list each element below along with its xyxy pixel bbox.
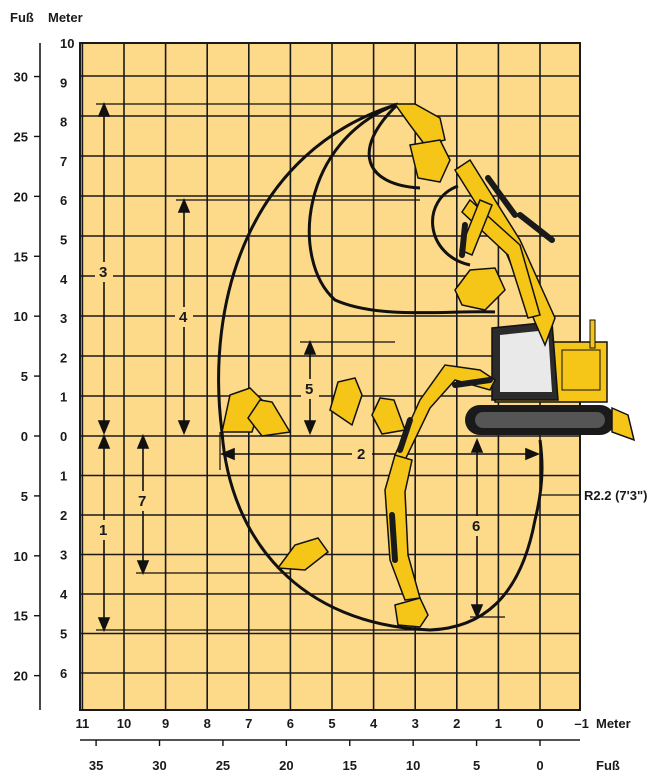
arm-cylinders (389, 377, 493, 563)
excavator-machine (465, 319, 636, 442)
dimension-labels: 3 1 4 7 5 2 6 (95, 262, 486, 540)
y-meter-label: 6 (60, 193, 67, 208)
reach-envelope (217, 102, 544, 632)
y-feet-label: 10 (14, 549, 28, 564)
x-meter-label: 11 (76, 716, 90, 731)
dim-label-5: 5 (305, 381, 313, 398)
x-meter-label: 3 (412, 716, 419, 731)
y-feet-label: 15 (14, 249, 28, 264)
y-feet-label: 25 (14, 129, 28, 144)
grid-lines (80, 43, 580, 710)
y-meter-label: 2 (60, 350, 67, 365)
x-meter-label: –1 (574, 716, 588, 731)
dim-label-6: 6 (472, 518, 480, 535)
y-feet-label: 15 (14, 609, 28, 624)
y-meter-label: 10 (60, 36, 74, 51)
y-meter-label: 5 (60, 627, 67, 642)
buckets (221, 103, 506, 628)
feet-header: Fuß (10, 10, 34, 25)
x-feet-label: 35 (89, 758, 103, 773)
bucket-lower (276, 537, 330, 571)
y-feet-label: 5 (21, 489, 28, 504)
bucket-center-2 (371, 397, 407, 435)
x-feet-label: 30 (152, 758, 166, 773)
boom-raised (453, 158, 556, 348)
x-feet-labels: 35 30 25 20 15 10 5 0 (89, 740, 544, 773)
y-meter-label: 6 (60, 666, 67, 681)
y-feet-label: 10 (14, 309, 28, 324)
dim-label-1: 1 (99, 522, 107, 539)
x-meter-labels: 11 10 9 8 7 6 5 4 3 2 1 0 –1 (76, 716, 589, 731)
x-feet-unit: Fuß (596, 758, 620, 773)
x-meter-label: 6 (287, 716, 294, 731)
bucket-top (393, 103, 446, 146)
dim-label-4: 4 (179, 309, 188, 326)
boom-cylinders (459, 175, 555, 258)
meter-header: Meter (48, 10, 83, 25)
x-meter-label: 9 (162, 716, 169, 731)
y-meter-label: 4 (60, 272, 68, 287)
bucket-bottom (394, 597, 429, 628)
x-meter-unit: Meter (596, 716, 631, 731)
x-meter-label: 1 (495, 716, 502, 731)
y-meter-label: 1 (60, 469, 67, 484)
y-feet-label: 5 (21, 369, 28, 384)
inner-arc-large (307, 102, 496, 315)
y-feet-labels: 30 25 20 15 10 5 0 5 10 15 20 (14, 70, 40, 684)
x-feet-label: 5 (473, 758, 480, 773)
dozer-blade (611, 406, 636, 442)
x-meter-label: 4 (370, 716, 378, 731)
dimension-arrows (97, 101, 541, 633)
y-meter-label: 1 (60, 390, 67, 405)
dim-label-7: 7 (138, 493, 146, 510)
bucket-center (329, 377, 363, 427)
inner-arc-small (431, 184, 471, 267)
leader-lines (96, 103, 580, 631)
y-feet-label: 0 (21, 429, 28, 444)
y-feet-label: 30 (14, 70, 28, 85)
x-feet-label: 10 (406, 758, 420, 773)
x-meter-label: 2 (453, 716, 460, 731)
y-meter-label: 4 (60, 587, 68, 602)
y-meter-label: 9 (60, 75, 67, 90)
x-feet-label: 15 (343, 758, 357, 773)
bucket-mid (454, 267, 506, 311)
y-meter-label: 7 (60, 154, 67, 169)
bucket-left-2 (247, 399, 292, 437)
y-meter-label: 5 (60, 233, 67, 248)
y-meter-label: 8 (60, 115, 67, 130)
y-feet-label: 20 (14, 189, 28, 204)
dim-label-2: 2 (357, 446, 365, 463)
inner-arc-medium (367, 102, 421, 190)
radius-label: R2.2 (7'3") (584, 488, 647, 503)
y-meter-label: 0 (60, 429, 67, 444)
bucket-top-2 (409, 139, 451, 183)
x-meter-label: 5 (328, 716, 335, 731)
x-meter-label: 10 (117, 716, 131, 731)
y-meter-label: 2 (60, 508, 67, 523)
x-feet-label: 20 (279, 758, 293, 773)
x-feet-label: 25 (216, 758, 230, 773)
y-meter-label: 3 (60, 311, 67, 326)
x-meter-label: 8 (204, 716, 211, 731)
y-meter-label: 3 (60, 548, 67, 563)
y-feet-label: 20 (14, 669, 28, 684)
x-meter-label: 0 (536, 716, 543, 731)
dim-label-3: 3 (99, 264, 107, 281)
x-meter-label: 7 (245, 716, 252, 731)
x-feet-label: 0 (536, 758, 543, 773)
